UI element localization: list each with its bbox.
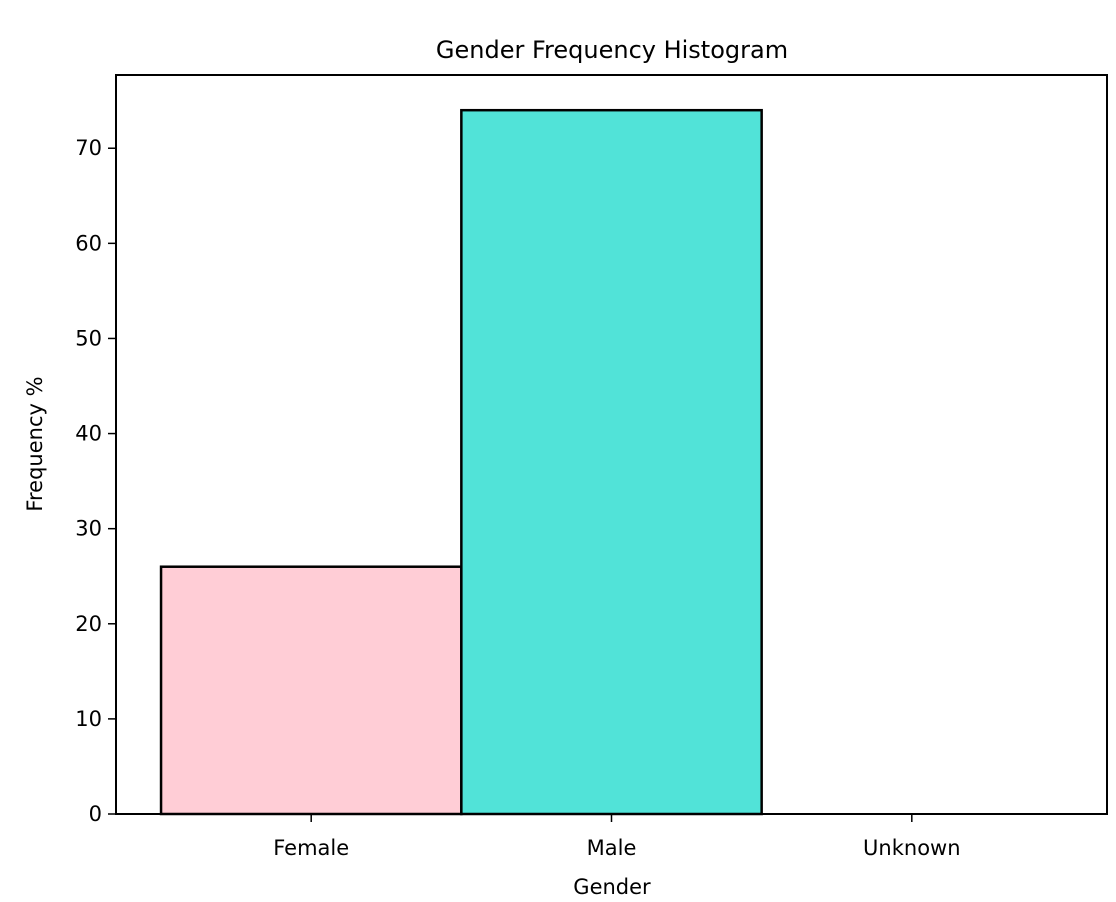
y-tick-label: 0 [89,802,102,826]
chart-title: Gender Frequency Histogram [436,36,788,64]
y-tick-label: 20 [75,612,102,636]
y-tick-label: 40 [75,422,102,446]
x-axis-label: Gender [573,875,651,899]
y-axis: 0 10 20 30 40 50 60 70 [75,136,116,826]
x-axis: Female Male Unknown [273,814,961,860]
y-tick-label: 10 [75,707,102,731]
x-tick-label-male: Male [587,836,637,860]
bar-female [159,565,463,816]
x-tick-label-female: Female [273,836,349,860]
bars-group [159,108,763,816]
x-tick-label-unknown: Unknown [863,836,960,860]
bar-male [460,108,763,816]
y-tick-label: 60 [75,231,102,255]
y-tick-label: 50 [75,326,102,350]
y-tick-label: 30 [75,517,102,541]
y-axis-label: Frequency % [23,376,47,511]
y-tick-label: 70 [75,136,102,160]
